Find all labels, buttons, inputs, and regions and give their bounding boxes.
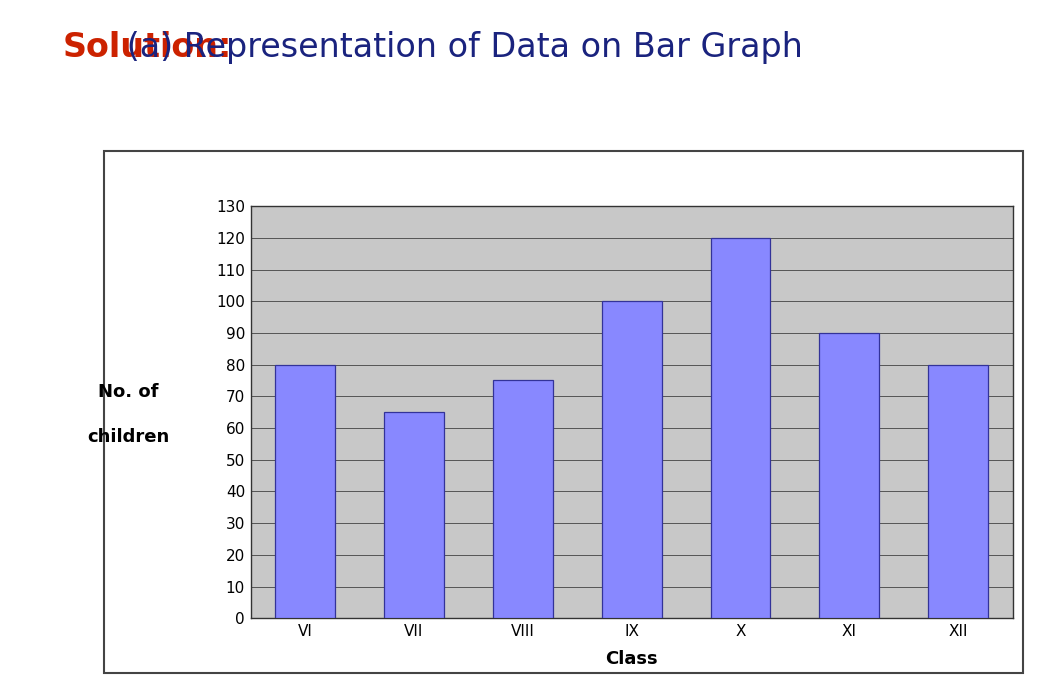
Bar — [711, 238, 770, 618]
Bar — [384, 412, 444, 618]
Bar — [275, 365, 335, 618]
Bar — [928, 365, 989, 618]
X-axis label: Class: Class — [606, 650, 658, 668]
Text: No. of: No. of — [98, 383, 159, 401]
Text: children: children — [88, 428, 170, 446]
Bar — [820, 333, 879, 618]
Text: Solution:: Solution: — [63, 31, 232, 64]
Bar — [493, 381, 552, 618]
Bar — [601, 301, 662, 618]
Text: (a) Representation of Data on Bar Graph: (a) Representation of Data on Bar Graph — [63, 31, 803, 64]
